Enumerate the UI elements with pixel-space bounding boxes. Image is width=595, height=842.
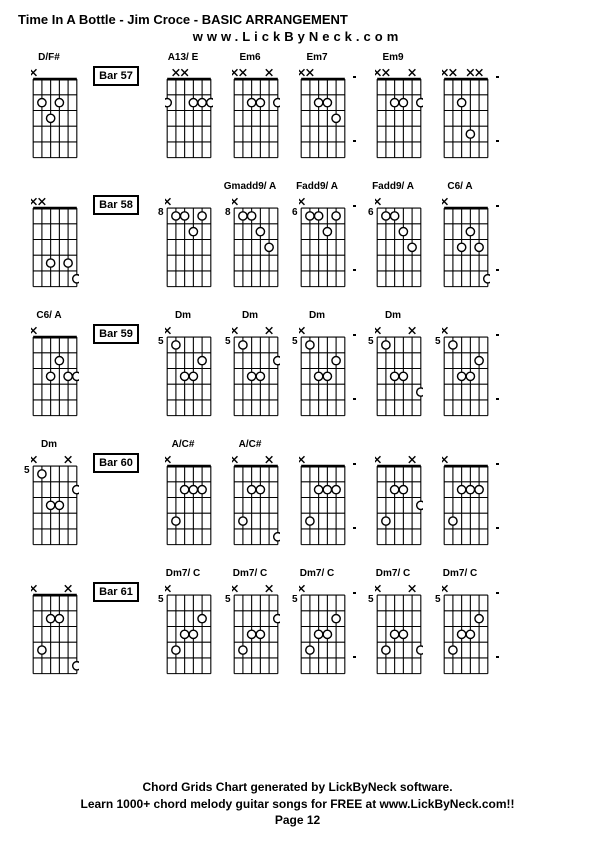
chord-label: Em7: [306, 52, 327, 66]
chord-diagram: [286, 439, 348, 554]
chord-label: C6/ A: [447, 181, 472, 195]
chord-diagram: Dm 5: [18, 439, 80, 554]
beat-tick: [496, 181, 500, 281]
chord-label: Em6: [239, 52, 260, 66]
chord-label: A/C#: [172, 439, 195, 453]
fret-number: 5: [364, 594, 374, 605]
beat-tick: [496, 568, 500, 668]
fret-number: 5: [20, 465, 30, 476]
chord-label: D/F#: [38, 52, 60, 66]
fret-number: 5: [431, 594, 441, 605]
beat-tick: [353, 439, 357, 539]
chord-diagram: [18, 181, 80, 296]
chord-diagram: [429, 52, 491, 167]
chord-label: Dm: [41, 439, 57, 453]
chord-diagram: 5: [429, 310, 491, 425]
chord-diagram: A/C#: [219, 439, 281, 554]
footer-line1: Chord Grids Chart generated by LickByNec…: [0, 779, 595, 795]
beat-tick: [353, 568, 357, 668]
bar-marker: Bar 58: [85, 181, 147, 217]
bar-badge: Bar 57: [93, 66, 139, 86]
chord-label: Dm7/ C: [376, 568, 410, 582]
bar-marker: Bar 59: [85, 310, 147, 346]
chord-label: Fadd9/ A: [296, 181, 338, 195]
chord-diagram: Em9: [362, 52, 424, 167]
fret-number: 6: [288, 207, 298, 218]
chord-row: C6/ A Bar 59 Dm 5 Dm 5 Dm 5 Dm 5 5: [18, 310, 577, 425]
chord-row: Bar 61Dm7/ C5Dm7/ C5Dm7/ C5Dm7/ C5Dm7/ C…: [18, 568, 577, 683]
chord-diagram: [362, 439, 424, 554]
chord-diagram: 8: [152, 181, 214, 296]
fret-number: 5: [221, 594, 231, 605]
chord-label: C6/ A: [36, 310, 61, 324]
chord-diagram: Em6: [219, 52, 281, 167]
beat-tick: [353, 181, 357, 281]
chord-diagram: Dm7/ C 5: [429, 568, 491, 683]
chord-label: Em9: [382, 52, 403, 66]
fret-number: 5: [288, 594, 298, 605]
bar-badge: Bar 59: [93, 324, 139, 344]
bar-badge: Bar 61: [93, 582, 139, 602]
chord-diagram: D/F#: [18, 52, 80, 167]
footer: Chord Grids Chart generated by LickByNec…: [0, 779, 595, 828]
beat-tick: [353, 52, 357, 152]
fret-number: 5: [364, 336, 374, 347]
chord-diagram: Dm 5: [286, 310, 348, 425]
chord-rows: D/F#Bar 57A13/ EEm6Em7Em9Bar 588Gmadd9/ …: [18, 52, 577, 683]
chord-label: A/C#: [239, 439, 262, 453]
bar-marker: Bar 60: [85, 439, 147, 475]
chord-diagram: Dm7/ C 5: [362, 568, 424, 683]
chord-diagram: [429, 439, 491, 554]
chord-diagram: Fadd9/ A 6: [362, 181, 424, 296]
bar-badge: Bar 58: [93, 195, 139, 215]
chord-label: Gmadd9/ A: [224, 181, 276, 195]
fret-number: 5: [431, 336, 441, 347]
chord-label: Fadd9/ A: [372, 181, 414, 195]
chord-diagram: Dm 5: [152, 310, 214, 425]
chord-label: Dm: [175, 310, 191, 324]
chord-label: A13/ E: [168, 52, 199, 66]
chord-diagram: C6/ A: [429, 181, 491, 296]
chord-label: Dm7/ C: [166, 568, 200, 582]
footer-line3: Page 12: [0, 812, 595, 828]
fret-number: 6: [364, 207, 374, 218]
chord-diagram: Dm 5: [362, 310, 424, 425]
chord-diagram: Em7: [286, 52, 348, 167]
fret-number: 8: [221, 207, 231, 218]
fret-number: 5: [221, 336, 231, 347]
beat-tick: [496, 439, 500, 539]
beat-tick: [496, 52, 500, 152]
page-title: Time In A Bottle - Jim Croce - BASIC ARR…: [18, 12, 577, 27]
bar-marker: Bar 57: [85, 52, 147, 88]
chord-diagram: Dm 5: [219, 310, 281, 425]
chord-diagram: A13/ E: [152, 52, 214, 167]
chord-label: Dm: [385, 310, 401, 324]
beat-tick: [496, 310, 500, 410]
chord-diagram: Dm7/ C 5: [152, 568, 214, 683]
fret-number: 5: [154, 336, 164, 347]
chord-label: Dm7/ C: [300, 568, 334, 582]
bar-badge: Bar 60: [93, 453, 139, 473]
chord-diagram: [18, 568, 80, 683]
chord-row: D/F# Bar 57 A13/ E Em6 Em7 Em9: [18, 52, 577, 167]
chord-diagram: Gmadd9/ A 8: [219, 181, 281, 296]
fret-number: 8: [154, 207, 164, 218]
footer-line2: Learn 1000+ chord melody guitar songs fo…: [0, 796, 595, 812]
beat-tick: [353, 310, 357, 410]
chord-label: Dm7/ C: [233, 568, 267, 582]
chord-diagram: C6/ A: [18, 310, 80, 425]
chord-diagram: Fadd9/ A 6: [286, 181, 348, 296]
bar-marker: Bar 61: [85, 568, 147, 604]
chord-row: Dm 5 Bar 60 A/C# A/C#: [18, 439, 577, 554]
fret-number: 5: [154, 594, 164, 605]
chord-diagram: Dm7/ C 5: [219, 568, 281, 683]
chord-row: Bar 58 8 Gmadd9/ A 8 Fadd9/ A 6 Fadd9/ A 6 C6/ A: [18, 181, 577, 296]
chord-diagram: A/C#: [152, 439, 214, 554]
chord-label: Dm: [309, 310, 325, 324]
fret-number: 5: [288, 336, 298, 347]
page-subtitle: www.LickByNeck.com: [18, 29, 577, 44]
chord-label: Dm7/ C: [443, 568, 477, 582]
chord-label: Dm: [242, 310, 258, 324]
chord-diagram: Dm7/ C 5: [286, 568, 348, 683]
